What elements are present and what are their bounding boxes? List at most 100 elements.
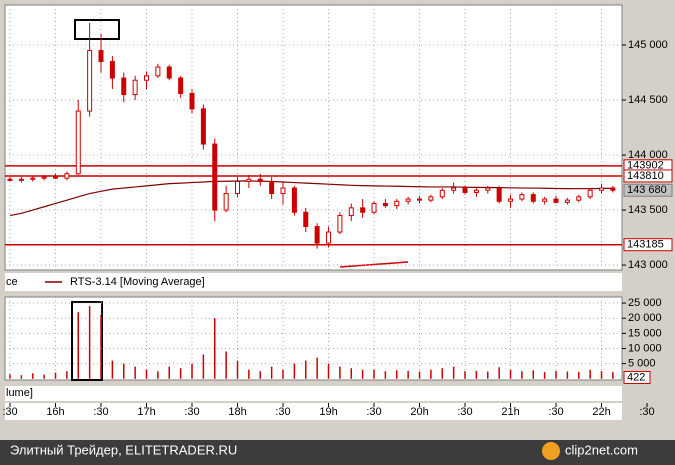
candle-body xyxy=(337,215,343,233)
candle-body xyxy=(564,199,570,203)
candle-body xyxy=(610,187,616,191)
candle-body xyxy=(64,173,70,179)
price-panel xyxy=(4,4,623,271)
candle-body xyxy=(587,189,593,198)
volume-legend: lume] xyxy=(6,387,33,399)
candle-body xyxy=(508,198,514,202)
candle-body xyxy=(166,66,172,79)
candle-body xyxy=(246,178,252,182)
candle-body xyxy=(18,178,24,181)
annotation-box xyxy=(74,19,120,40)
candle-body xyxy=(155,66,161,77)
footer-left: Элитный Трейдер, ELITETRADER.RU xyxy=(10,442,237,457)
volume-legend-row xyxy=(5,386,622,401)
level-tag xyxy=(623,238,673,252)
candle-body xyxy=(132,79,138,96)
candle-body xyxy=(291,187,297,213)
x-tick-label: :30 xyxy=(457,406,472,418)
volume-panel xyxy=(4,296,623,381)
x-tick-label: :30 xyxy=(639,406,654,418)
x-tick-label: :30 xyxy=(2,406,17,418)
candle-body xyxy=(30,177,36,180)
x-tick-label: 19h xyxy=(319,406,337,418)
candle-body xyxy=(269,180,275,195)
candle-body xyxy=(405,198,411,202)
level-label: 143185 xyxy=(627,239,664,251)
candle-body xyxy=(360,207,366,213)
candle-body xyxy=(530,194,536,202)
candle-body xyxy=(235,180,241,195)
candle-body xyxy=(417,198,423,201)
y-tick-label: 144 500 xyxy=(628,94,668,106)
time-axis xyxy=(5,403,622,420)
y-tick-label: 5 000 xyxy=(628,358,656,370)
candle-body xyxy=(223,193,229,211)
candle-body xyxy=(7,178,13,181)
x-tick-label: 20h xyxy=(410,406,428,418)
candle-body xyxy=(75,110,81,175)
candle-body xyxy=(542,198,548,202)
x-tick-label: :30 xyxy=(548,406,563,418)
volume-tag xyxy=(623,371,651,385)
candle-body xyxy=(462,187,468,193)
ma-legend: RTS-3.14 [Moving Average] xyxy=(70,276,205,288)
logo-icon xyxy=(542,442,560,460)
footer xyxy=(0,440,675,465)
x-tick-label: 21h xyxy=(501,406,519,418)
candle-body xyxy=(394,200,400,207)
candle-body xyxy=(280,187,286,195)
x-tick-label: :30 xyxy=(275,406,290,418)
candle-body xyxy=(439,189,445,198)
candle-body xyxy=(121,77,127,96)
candle-body xyxy=(576,196,582,201)
candle-body xyxy=(303,211,309,228)
candle-body xyxy=(109,61,115,79)
candle-body xyxy=(473,189,479,193)
level-label: 143902 xyxy=(627,160,664,172)
y-tick-label: 143 500 xyxy=(628,204,668,216)
x-tick-label: :30 xyxy=(93,406,108,418)
candle-body xyxy=(98,50,104,63)
candle-body xyxy=(144,75,150,81)
x-tick-label: :30 xyxy=(366,406,381,418)
candle-body xyxy=(189,92,195,110)
x-tick-label: 16h xyxy=(46,406,64,418)
price-legend: ce xyxy=(6,276,18,288)
candle-body xyxy=(326,231,332,244)
candle-body xyxy=(382,202,388,207)
x-tick-label: 18h xyxy=(228,406,246,418)
y-tick-label: 145 000 xyxy=(628,39,668,51)
y-tick-label: 20 000 xyxy=(628,312,662,324)
candle-body xyxy=(178,77,184,94)
candle-body xyxy=(553,198,559,203)
candle-body xyxy=(371,202,377,213)
y-tick-label: 144 000 xyxy=(628,149,668,161)
candle-body xyxy=(348,207,354,217)
y-tick-label: 15 000 xyxy=(628,327,662,339)
trend-line xyxy=(339,261,409,268)
x-tick-label: 22h xyxy=(592,406,610,418)
candle-body xyxy=(212,143,218,211)
price-tag xyxy=(623,183,673,197)
footer-right: clip2net.com xyxy=(565,442,638,457)
price-label: 143 680 xyxy=(627,184,667,196)
candle-body xyxy=(41,176,47,179)
legend-row xyxy=(5,273,622,291)
y-tick-label: 10 000 xyxy=(628,342,662,354)
level-label: 143810 xyxy=(627,170,664,182)
candle-body xyxy=(200,108,206,145)
candle-body xyxy=(451,187,457,191)
candle-body xyxy=(53,176,59,179)
y-tick-label: 25 000 xyxy=(628,297,662,309)
level-tag xyxy=(623,169,673,183)
y-tick-label: 143 000 xyxy=(628,259,668,271)
candle-body xyxy=(599,187,605,191)
volume-label: 422 xyxy=(627,371,645,383)
x-tick-label: :30 xyxy=(184,406,199,418)
candle-body xyxy=(87,50,93,112)
candle-body xyxy=(496,187,502,202)
candle-body xyxy=(314,226,320,244)
candle-body xyxy=(257,178,263,182)
